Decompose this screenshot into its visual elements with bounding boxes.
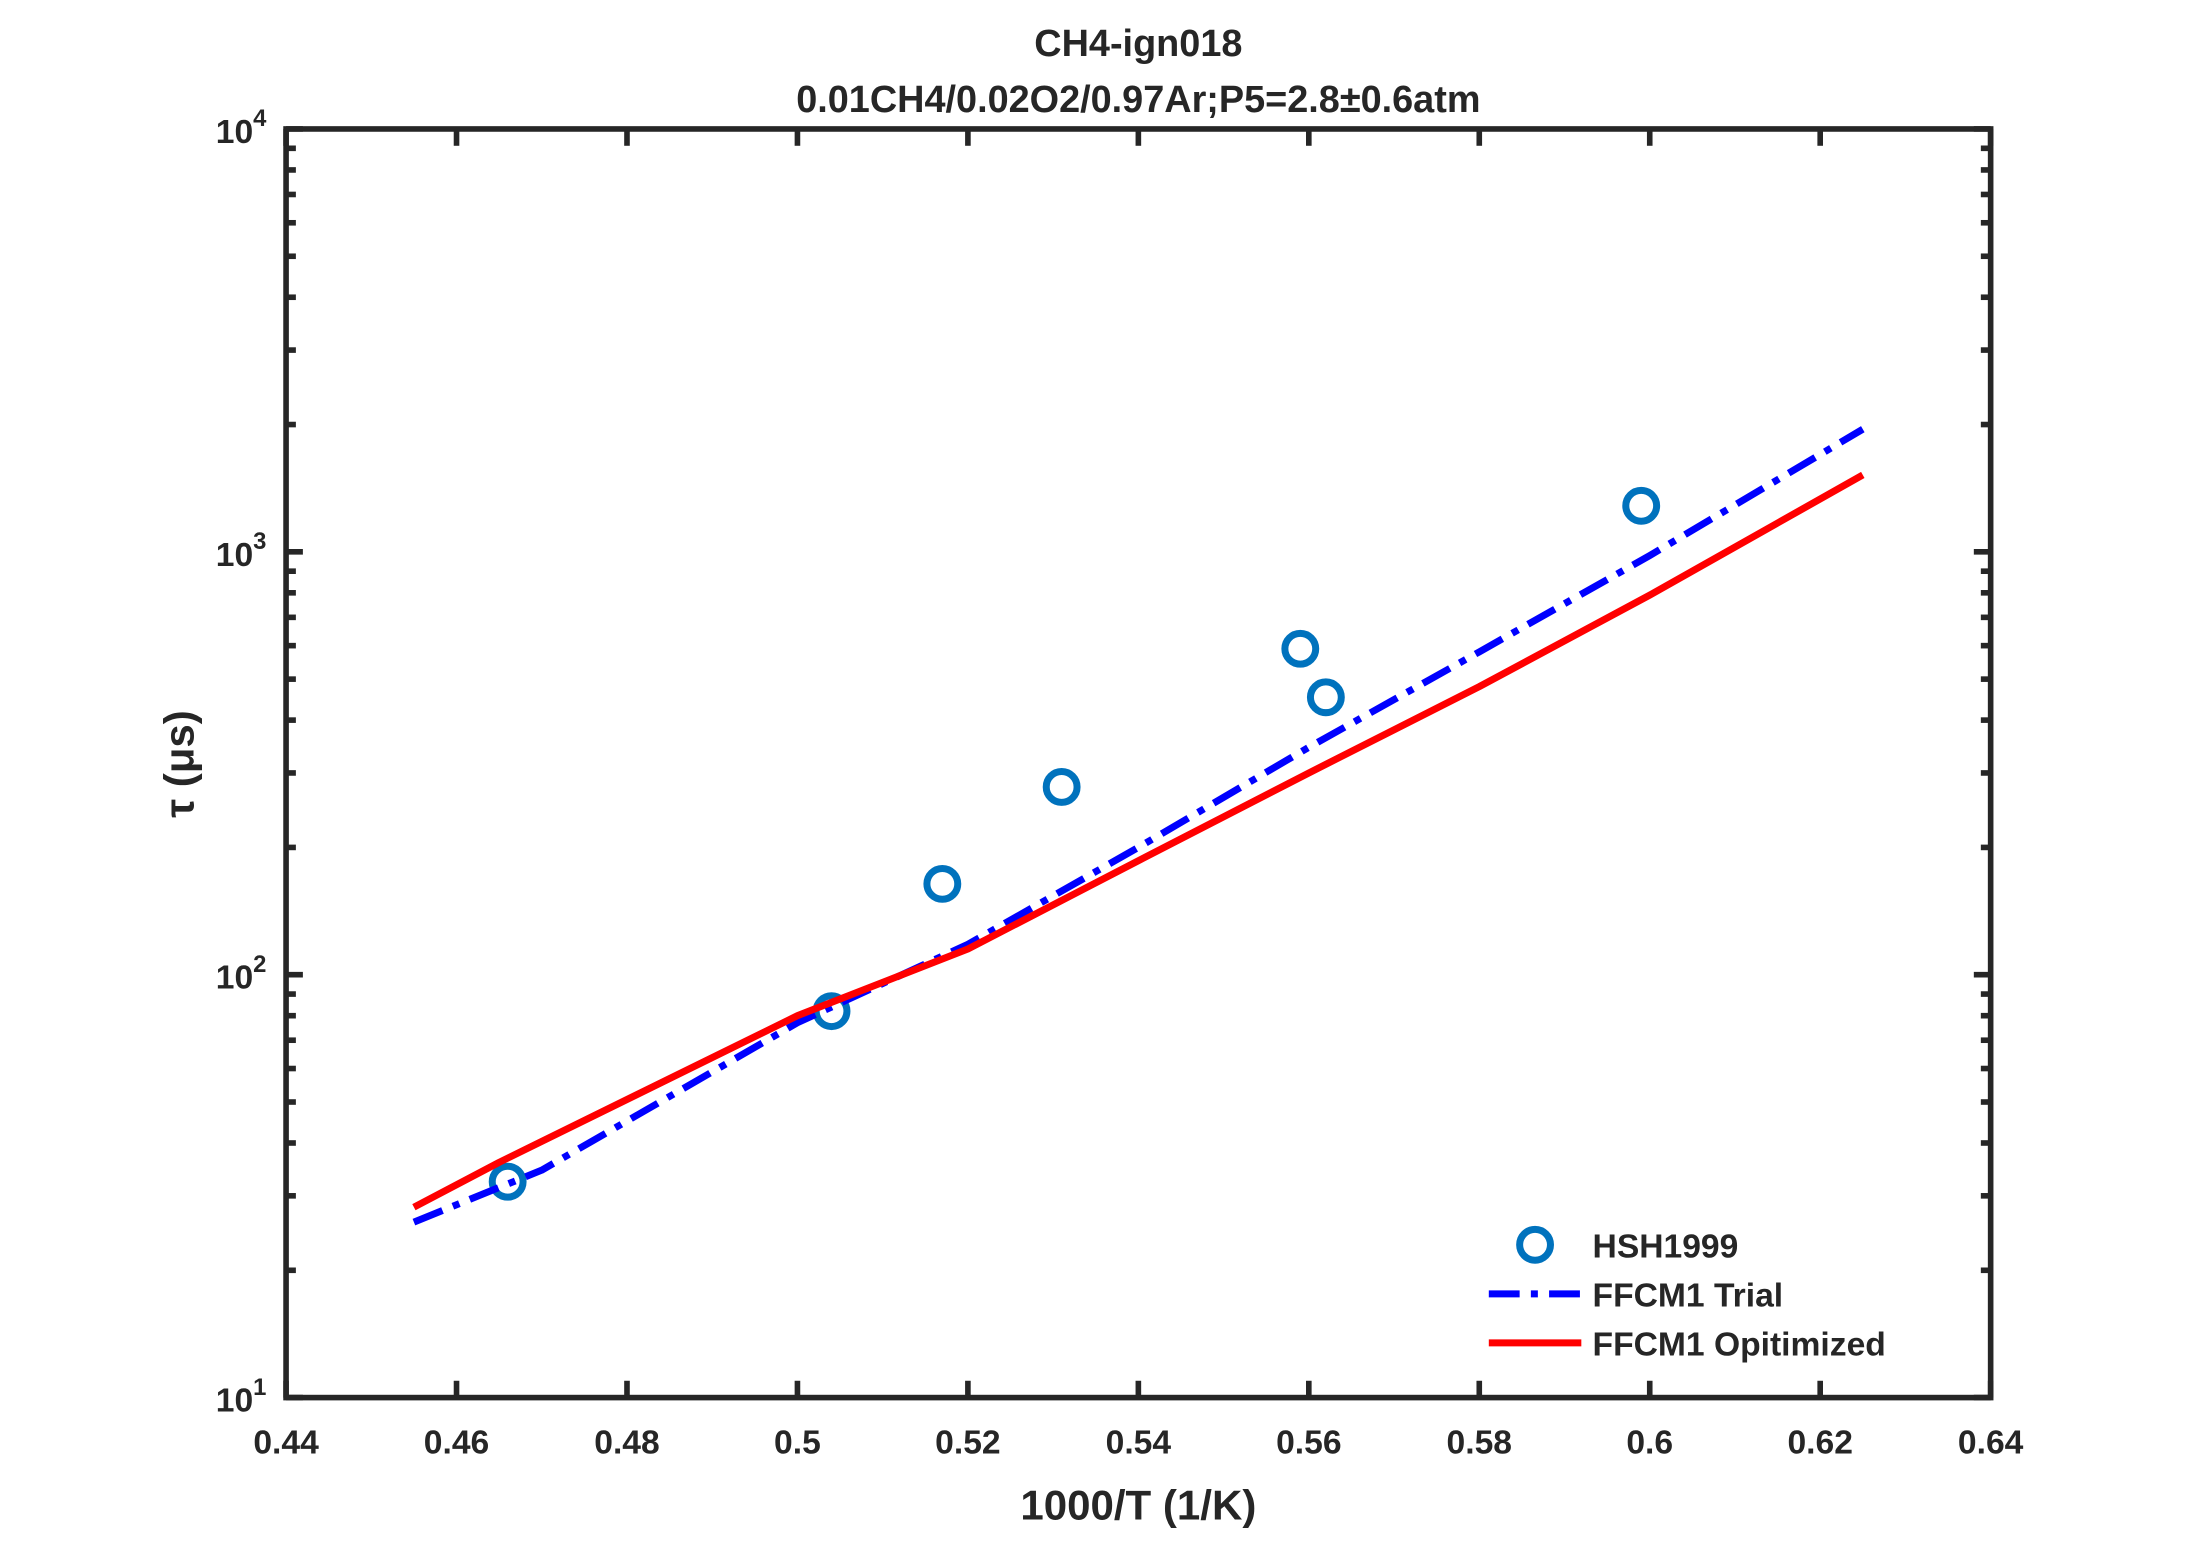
y-tick-label: 101 [216, 1374, 267, 1420]
x-tick-label: 0.48 [594, 1425, 659, 1462]
data-point-hsh1999 [1306, 678, 1345, 717]
plot-area: 0.44 0.46 0.48 0.5 0.52 0.54 0.56 0.58 0.6 0.62 0.… [216, 105, 2024, 1461]
x-tick-label: 0.44 [253, 1425, 319, 1462]
x-tick-label: 0.56 [1276, 1425, 1341, 1462]
legend-label: HSH1999 [1593, 1228, 1739, 1265]
x-tick-label: 0.58 [1447, 1425, 1512, 1462]
x-tick-label: 0.64 [1958, 1425, 2024, 1462]
chart-subtitle: 0.01CH4/0.02O2/0.97Ar;P5=2.8±0.6atm [796, 79, 1480, 121]
series-line-ffcm1-trial [412, 426, 1865, 1226]
y-tick-label: 104 [216, 105, 267, 151]
legend: HSH1999 FFCM1 Trial FFCM1 Opitimized [1488, 1225, 1886, 1364]
x-tick-label: 0.54 [1106, 1425, 1172, 1462]
x-tick-label: 0.5 [774, 1425, 821, 1462]
data-point-hsh1999 [923, 864, 962, 903]
legend-label: FFCM1 Trial [1593, 1277, 1784, 1314]
plot-background [286, 128, 1991, 1398]
chart-title: CH4-ign018 [1034, 23, 1242, 65]
x-tick-label: 0.46 [424, 1425, 489, 1462]
x-tick-label: 0.6 [1626, 1425, 1673, 1462]
legend-marker [1516, 1225, 1554, 1264]
legend-label: FFCM1 Opitimized [1593, 1327, 1886, 1364]
data-point-hsh1999 [488, 1162, 527, 1201]
x-tick-label: 0.62 [1787, 1425, 1852, 1462]
x-axis-label: 1000/T (1/K) [1020, 1482, 1256, 1529]
series-line-ffcm1-opitimized [412, 471, 1865, 1211]
x-tick-label: 0.52 [935, 1425, 1000, 1462]
y-axis-label: τ (μs) [156, 710, 203, 818]
y-tick-label: 102 [216, 951, 267, 997]
data-point-hsh1999 [1622, 486, 1661, 525]
y-tick-label: 103 [216, 528, 267, 574]
data-point-hsh1999 [1281, 629, 1320, 668]
data-point-hsh1999 [1042, 768, 1081, 806]
